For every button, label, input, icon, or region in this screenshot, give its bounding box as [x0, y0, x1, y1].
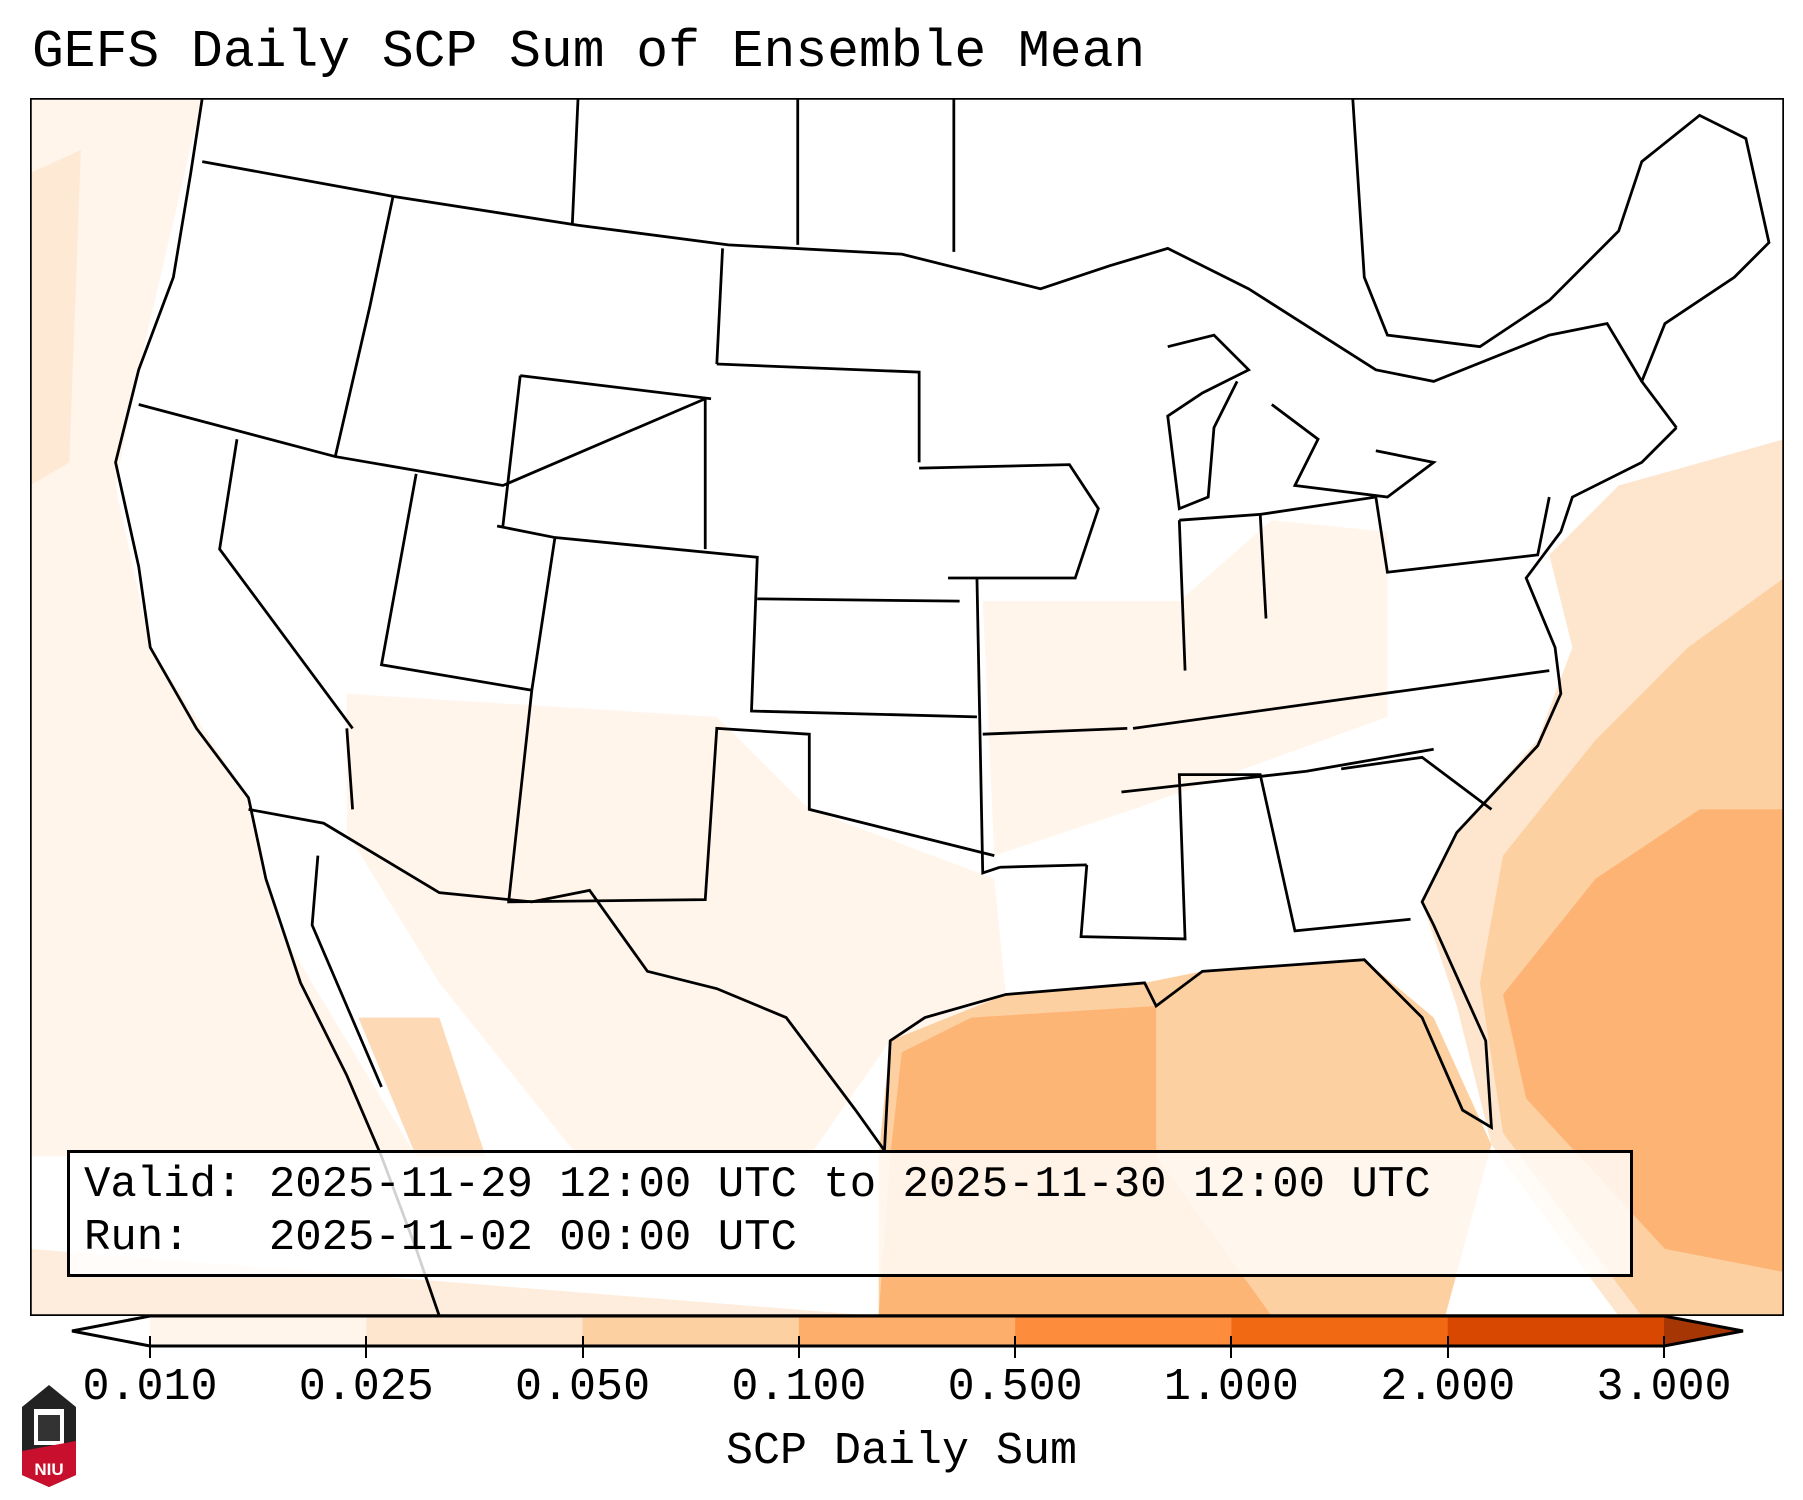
colorbar-bin	[366, 1316, 584, 1346]
colorbar-bin	[1015, 1316, 1232, 1346]
colorbar-bin	[1231, 1316, 1449, 1346]
shading-southwest	[346, 693, 1006, 1157]
border-mexico	[248, 808, 886, 1152]
colorbar-tick	[1446, 1336, 1449, 1358]
coastline-mexico-gulf	[883, 426, 1678, 1151]
colorbar-bin	[798, 1316, 1016, 1346]
colorbar-tick-label: 0.025	[298, 1362, 434, 1413]
colorbar-bin	[1447, 1316, 1665, 1346]
colorbar-tick-label: 0.010	[82, 1362, 218, 1413]
colorbar-tick-label: 3.000	[1596, 1362, 1732, 1413]
colorbar-tick	[1663, 1336, 1665, 1358]
shading-mexico-coast	[358, 1017, 486, 1157]
colorbar-tick	[1014, 1336, 1017, 1358]
run-time-text: Run: 2025-11-02 00:00 UTC	[84, 1213, 797, 1263]
shading-atlantic-strong	[1503, 809, 1784, 1273]
state-lines	[138, 98, 1551, 941]
colorbar-bin	[582, 1316, 800, 1346]
colorbar-tick-label: 2.000	[1380, 1362, 1516, 1413]
colorbar-label: SCP Daily Sum	[725, 1426, 1078, 1477]
colorbar-tick	[797, 1336, 800, 1358]
valid-run-info-box: Valid: 2025-11-29 12:00 UTC to 2025-11-3…	[67, 1150, 1633, 1277]
shading-pacific-2	[30, 150, 81, 486]
colorbar-tick	[581, 1336, 584, 1358]
svg-text:NIU: NIU	[34, 1460, 63, 1479]
border-canada	[202, 160, 1643, 383]
great-lakes	[1166, 333, 1437, 511]
colorbar-over-extension	[1664, 1316, 1743, 1346]
colorbar-tick-label: 1.000	[1163, 1362, 1299, 1413]
colorbar-tick-label: 0.100	[731, 1362, 867, 1413]
valid-time-text: Valid: 2025-11-29 12:00 UTC to 2025-11-3…	[84, 1160, 1431, 1210]
colorbar-tick-label: 0.050	[515, 1362, 651, 1413]
colorbar	[71, 1314, 1744, 1348]
coastline-baja	[310, 855, 383, 1088]
colorbar-tick	[365, 1336, 368, 1358]
colorbar-tick	[1230, 1336, 1233, 1358]
colorbar-tick-label: 0.500	[947, 1362, 1083, 1413]
colorbar-under-extension	[72, 1316, 150, 1346]
map-outlines	[114, 98, 1771, 1316]
shading-plains	[982, 520, 1388, 856]
colorbar-tick	[149, 1336, 151, 1358]
shading-pacific	[30, 98, 417, 1157]
coastline-northeast	[1351, 98, 1771, 429]
niu-logo: NIU	[22, 1385, 76, 1487]
map-title: GEFS Daily SCP Sum of Ensemble Mean	[32, 22, 1146, 82]
coastline-west	[114, 98, 441, 1316]
colorbar-bin	[150, 1316, 367, 1346]
map-panel	[30, 98, 1784, 1316]
